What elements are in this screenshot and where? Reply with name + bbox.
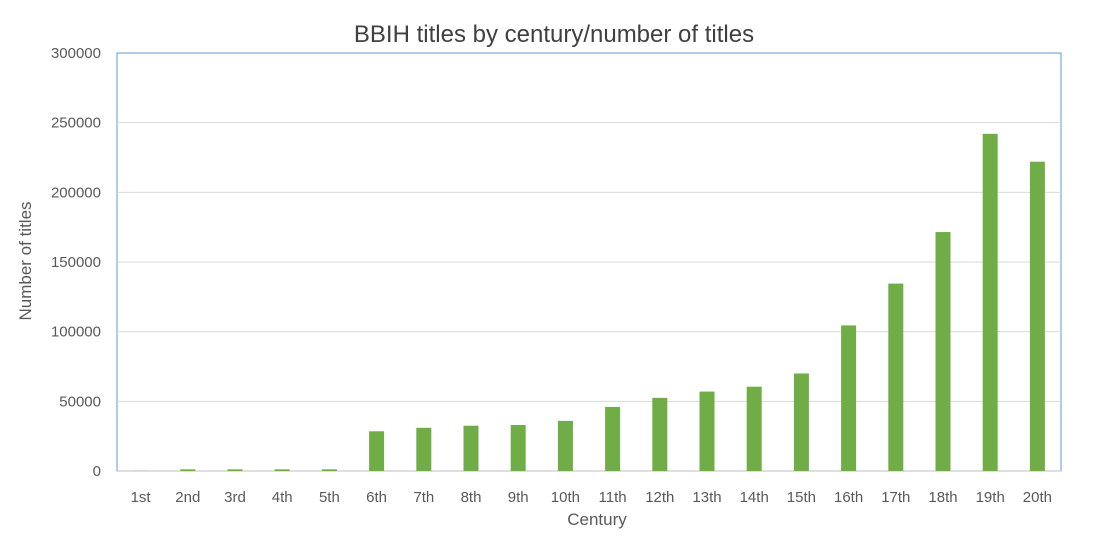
gridlines xyxy=(117,123,1061,471)
bar-19th xyxy=(983,134,998,471)
x-tick-label: 13th xyxy=(692,489,721,506)
y-tick-label: 0 xyxy=(93,463,101,480)
y-tick-label: 250000 xyxy=(51,115,101,132)
x-tick-label: 12th xyxy=(645,489,674,506)
bar-2nd xyxy=(180,469,195,471)
bar-12th xyxy=(652,398,667,471)
bar-8th xyxy=(464,426,479,471)
y-axis-label: Number of titles xyxy=(16,201,35,320)
x-axis-label: Century xyxy=(567,510,627,529)
x-tick-label: 17th xyxy=(881,489,910,506)
x-tick-label: 4th xyxy=(272,489,293,506)
x-axis-ticks: 1st 2nd 3rd 4th 5th 6th 7th 8th 9th 10th 11th 12th 1… xyxy=(131,489,1052,506)
x-tick-label: 3rd xyxy=(224,489,246,506)
bar-7th xyxy=(416,428,431,471)
bar-11th xyxy=(605,407,620,471)
bar-5th xyxy=(322,469,337,471)
x-tick-label: 20th xyxy=(1023,489,1052,506)
bar-9th xyxy=(511,425,526,471)
x-tick-label: 15th xyxy=(787,489,816,506)
bar-16th xyxy=(841,325,856,471)
x-tick-label: 9th xyxy=(508,489,529,506)
bar-15th xyxy=(794,373,809,471)
bar-18th xyxy=(936,232,951,471)
bar-3rd xyxy=(228,469,243,471)
x-tick-label: 10th xyxy=(551,489,580,506)
x-tick-label: 19th xyxy=(976,489,1005,506)
y-tick-label: 300000 xyxy=(51,45,101,62)
y-tick-label: 200000 xyxy=(51,184,101,201)
y-tick-label: 50000 xyxy=(59,393,101,410)
x-tick-label: 5th xyxy=(319,489,340,506)
x-tick-label: 14th xyxy=(740,489,769,506)
bar-4th xyxy=(275,469,290,471)
x-tick-label: 1st xyxy=(131,489,152,506)
x-tick-label: 6th xyxy=(366,489,387,506)
bar-6th xyxy=(369,431,384,471)
x-tick-label: 8th xyxy=(461,489,482,506)
bar-13th xyxy=(700,392,715,471)
y-axis-ticks: 0 50000 100000 150000 200000 250000 300000 xyxy=(51,45,101,480)
x-tick-label: 18th xyxy=(928,489,957,506)
bar-14th xyxy=(747,387,762,471)
y-tick-label: 100000 xyxy=(51,324,101,341)
x-tick-label: 16th xyxy=(834,489,863,506)
bar-10th xyxy=(558,421,573,471)
chart-title: BBIH titles by century/number of titles xyxy=(354,21,754,48)
x-tick-label: 11th xyxy=(599,489,627,506)
bar-17th xyxy=(888,284,903,471)
x-tick-label: 2nd xyxy=(175,489,200,506)
y-tick-label: 150000 xyxy=(51,254,101,271)
bars xyxy=(133,134,1045,471)
x-tick-label: 7th xyxy=(413,489,434,506)
bar-20th xyxy=(1030,162,1045,471)
